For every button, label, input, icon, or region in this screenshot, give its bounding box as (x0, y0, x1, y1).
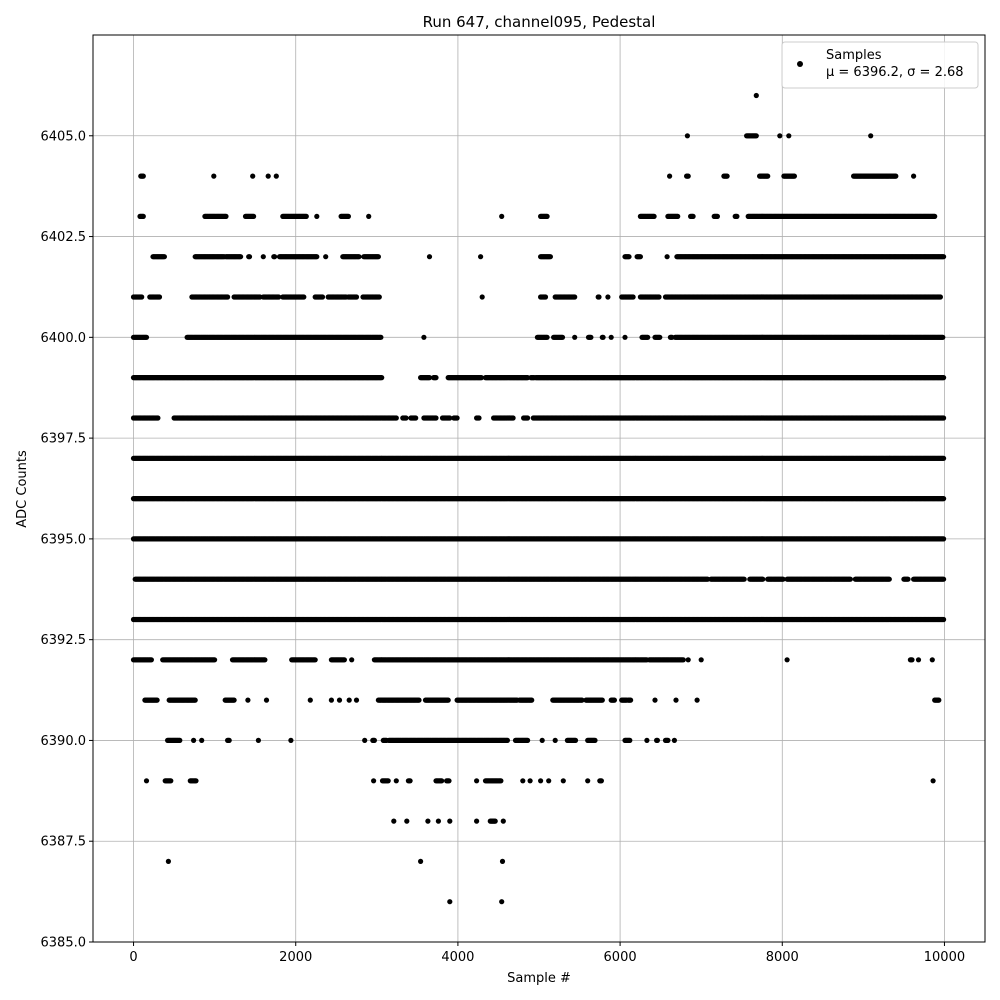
sample-point (525, 415, 531, 421)
sample-point (140, 213, 146, 219)
sample-point (478, 254, 484, 260)
sample-point (356, 254, 362, 260)
sample-point (379, 375, 385, 381)
sample-point (626, 254, 632, 260)
sample-point (645, 334, 651, 340)
sample-point (685, 173, 691, 179)
sample-point (941, 415, 947, 421)
sample-point (753, 133, 759, 139)
sample-point (941, 254, 947, 260)
sample-point (276, 294, 282, 300)
sample-point (303, 213, 309, 219)
sample-point (211, 173, 217, 179)
grid (93, 35, 985, 943)
sample-point (155, 415, 161, 421)
sample-point (223, 213, 229, 219)
sample-point (250, 173, 256, 179)
sample-point (265, 173, 271, 179)
sample-point (393, 415, 399, 421)
sample-point (637, 254, 644, 260)
sample-point (314, 213, 320, 219)
sample-point (791, 173, 798, 179)
sample-point (547, 254, 554, 260)
sample-point (608, 334, 614, 340)
sample-point (376, 294, 382, 300)
sample-point (454, 415, 460, 421)
sample-point (724, 173, 730, 179)
sample-point (301, 294, 307, 300)
sample-point (139, 294, 145, 300)
sample-point (421, 334, 427, 340)
sample-point (664, 254, 670, 260)
sample-point (378, 334, 384, 340)
sample-point (734, 213, 740, 219)
sample-point (765, 173, 771, 179)
sample-point (893, 173, 899, 179)
sample-point (911, 173, 917, 179)
sample-point (375, 254, 381, 260)
sample-point (499, 213, 505, 219)
sample-point (684, 133, 691, 139)
sample-point (667, 173, 673, 179)
sample-point (413, 415, 419, 421)
sample-point (225, 294, 231, 300)
sample-point (260, 254, 266, 260)
sample-point (433, 415, 439, 421)
sample-point (272, 254, 278, 260)
sample-point (630, 294, 636, 300)
sample-point (314, 254, 320, 260)
sample-point (251, 213, 257, 219)
sample-point (932, 213, 938, 219)
sample-point (786, 133, 792, 139)
sample-point (777, 133, 783, 139)
sample-point (403, 415, 409, 421)
samples-series (130, 92, 947, 905)
sample-point (605, 294, 611, 300)
sample-point (572, 294, 578, 300)
sample-point (143, 334, 150, 340)
sample-point (622, 334, 628, 340)
sample-point (246, 254, 253, 260)
sample-point (161, 254, 167, 260)
sample-point (238, 254, 244, 260)
sample-point (510, 415, 516, 421)
sample-point (140, 173, 146, 179)
sample-point (675, 213, 681, 219)
sample-point (714, 213, 721, 219)
sample-point (651, 213, 657, 219)
sample-point (479, 294, 485, 300)
sample-point (273, 173, 279, 179)
sample-point (345, 213, 351, 219)
sample-point (657, 334, 663, 340)
sample-point (656, 294, 662, 300)
sample-point (476, 415, 482, 421)
sample-point (353, 294, 360, 300)
sample-point (868, 133, 874, 139)
sample-point (941, 375, 947, 381)
sample-point (690, 213, 696, 219)
sample-point (323, 254, 329, 260)
sample-point (544, 213, 550, 219)
sample-point (600, 334, 606, 340)
sample-point (940, 334, 946, 340)
sample-point (544, 334, 550, 340)
sample-point (366, 213, 372, 219)
sample-point (156, 294, 163, 300)
sample-point (559, 334, 566, 340)
sample-point (542, 294, 549, 300)
sample-point (753, 92, 759, 99)
sample-point (572, 334, 578, 340)
sample-point (937, 294, 944, 300)
sample-point (588, 334, 594, 340)
sample-point (426, 254, 433, 260)
sample-point (433, 375, 439, 381)
sample-point (319, 294, 326, 300)
sample-point (596, 294, 602, 300)
